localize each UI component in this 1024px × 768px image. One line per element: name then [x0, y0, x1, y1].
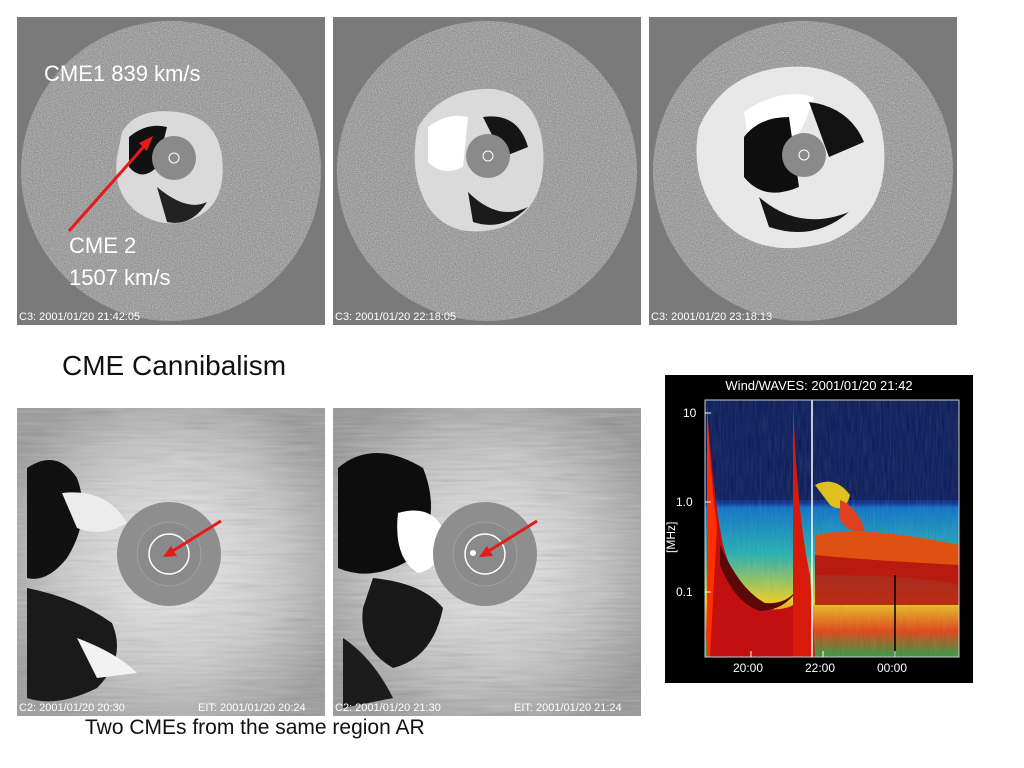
slide-subtitle: Two CMEs from the same region AR: [85, 716, 425, 739]
c3-image-panel-1: CME1 839 km/s CME 2 1507 km/s C3: 2001/0…: [17, 17, 325, 325]
spectrogram-x-tick-0000: 00:00: [877, 661, 908, 675]
arrow-source-region-2: [486, 519, 538, 554]
spectrogram-y-tick-10: 10: [683, 406, 697, 420]
cme1-speed-label: CME1 839 km/s: [44, 61, 201, 86]
spectrogram-y-axis-label: [MHz]: [664, 521, 678, 553]
c2-timestamp-1: C2: 2001/01/20 20:30: [19, 702, 125, 714]
c3-image-2: [333, 17, 641, 325]
c3-image-panel-3: C3: 2001/01/20 23:18:13: [649, 17, 957, 325]
wind-waves-spectrogram: [665, 375, 973, 683]
c3-timestamp-2: C3: 2001/01/20 22:18:05: [335, 311, 457, 323]
spectrogram-plot: [704, 399, 960, 658]
c3-image-3: [649, 17, 957, 325]
spectrogram-title: Wind/WAVES: 2001/01/20 21:42: [725, 378, 913, 393]
eit-timestamp-2: EIT: 2001/01/20 21:24: [514, 702, 622, 714]
slide-title: CME Cannibalism: [62, 350, 287, 381]
c2-image-panel-1: C2: 2001/01/20 20:30 EIT: 2001/01/20 20:…: [17, 408, 325, 716]
spectrogram-x-tick-2000: 20:00: [733, 661, 764, 675]
spectrogram-y-tick-0-1: 0.1: [676, 585, 693, 599]
c2-image-1: [17, 408, 325, 716]
c2-timestamp-2: C2: 2001/01/20 21:30: [335, 702, 441, 714]
arrow-source-region-1: [170, 519, 222, 554]
spectrogram-x-tick-2200: 22:00: [805, 661, 836, 675]
arrow-cme2: [67, 142, 149, 232]
c2-image-panel-2: C2: 2001/01/20 21:30 EIT: 2001/01/20 21:…: [333, 408, 641, 716]
c3-image-panel-2: C3: 2001/01/20 22:18:05: [333, 17, 641, 325]
spectrogram-y-tick-1: 1.0: [676, 495, 693, 509]
cme2-label: CME 2: [69, 233, 137, 258]
c3-timestamp-3: C3: 2001/01/20 23:18:13: [651, 311, 773, 323]
c3-image-1: [17, 17, 325, 325]
c2-image-2: [333, 408, 641, 716]
eit-timestamp-1: EIT: 2001/01/20 20:24: [198, 702, 306, 714]
cme2-speed-label: 1507 km/s: [69, 265, 171, 290]
c3-timestamp-1: C3: 2001/01/20 21:42:05: [19, 311, 141, 323]
